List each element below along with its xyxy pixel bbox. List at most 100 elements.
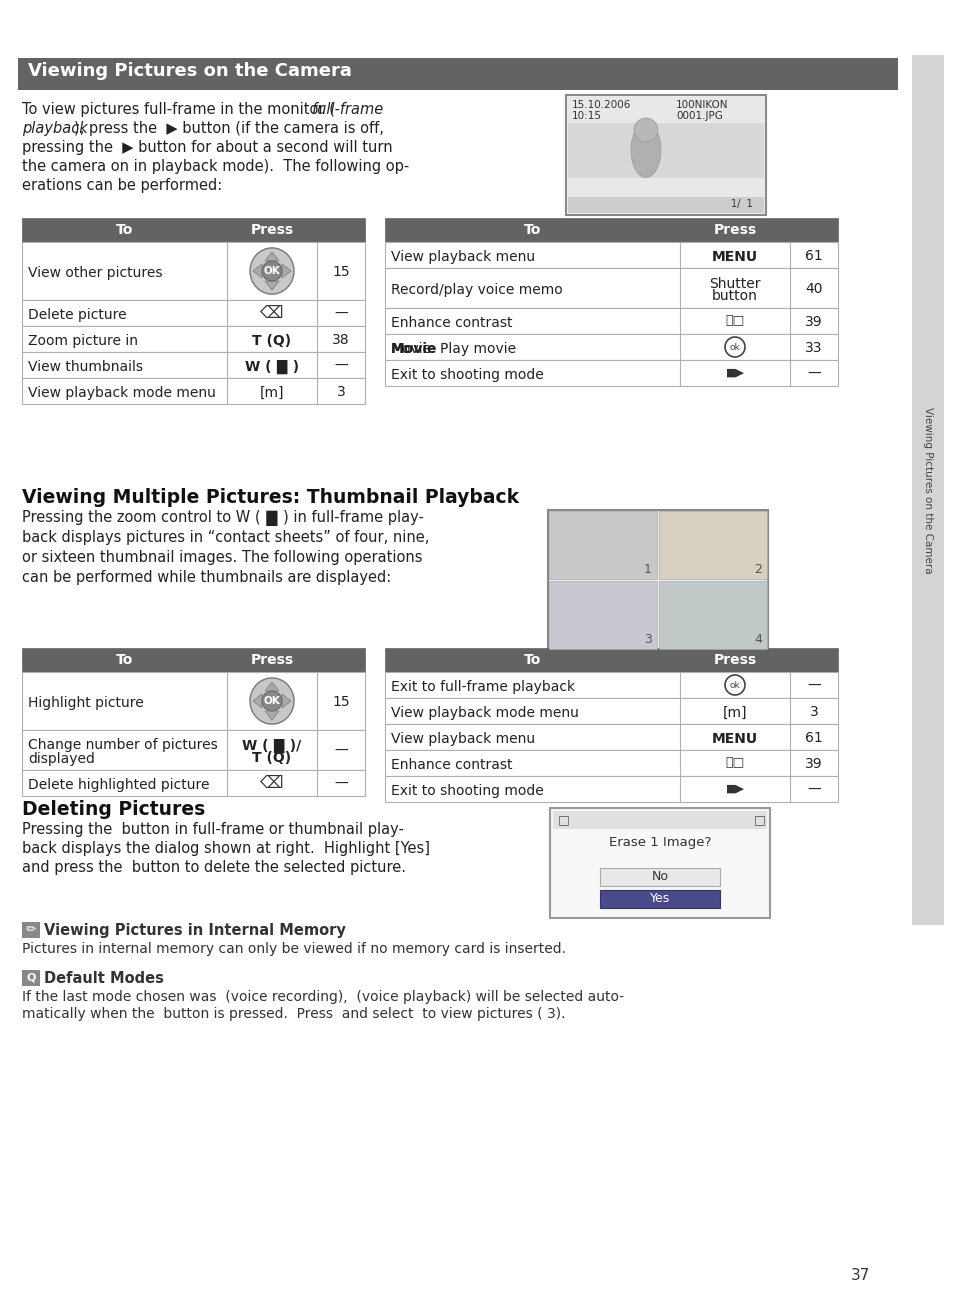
Text: 3: 3 [809,706,818,719]
Text: To view pictures full-frame in the monitor (: To view pictures full-frame in the monit… [22,102,335,117]
Text: T (Q): T (Q) [253,334,292,348]
Text: No: No [651,870,668,883]
Bar [567,197,763,213]
Bar [385,307,837,334]
Bar [553,811,766,829]
Text: View thumbnails: View thumbnails [28,360,143,374]
Text: erations can be performed:: erations can be performed: [22,177,222,193]
Text: Q: Q [27,972,35,983]
Text: Press: Press [713,653,756,668]
Bar [22,300,365,326]
Text: W (▐▌)/: W (▐▌)/ [242,738,301,753]
Text: 0001.JPG: 0001.JPG [676,110,722,121]
Bar [22,671,365,731]
Ellipse shape [250,248,294,294]
Text: View playback mode menu: View playback mode menu [28,386,215,399]
Bar [385,724,837,750]
Bar [385,777,837,802]
Text: 100NIKON: 100NIKON [676,100,728,110]
Text: W (▐▌): W (▐▌) [245,360,298,374]
Text: Highlight picture: Highlight picture [28,696,144,710]
Bar [567,124,763,177]
Text: —: — [334,777,348,791]
Text: 3: 3 [336,385,345,399]
Text: displayed: displayed [28,752,94,766]
Bar [18,58,897,89]
Text: T (Q): T (Q) [253,752,292,766]
Text: —: — [334,307,348,321]
Text: Press: Press [251,653,294,668]
Polygon shape [265,682,278,691]
Text: ■▶: ■▶ [724,784,743,794]
Text: ■▶: ■▶ [724,368,743,378]
Text: Pressing the  button in full-frame or thumbnail play-: Pressing the button in full-frame or thu… [22,823,403,837]
Text: Press: Press [251,223,294,237]
Bar [385,242,837,268]
Text: Viewing Pictures on the Camera: Viewing Pictures on the Camera [28,62,352,80]
Text: Default Modes: Default Modes [44,971,164,986]
Bar [385,671,837,698]
Text: 39: 39 [804,757,821,771]
Text: 1: 1 [643,562,651,576]
Text: —: — [806,783,820,798]
Bar [385,268,837,307]
Text: To: To [523,653,540,668]
Text: ✏: ✏ [26,924,36,937]
Text: —: — [334,744,348,758]
Text: Press: Press [713,223,756,237]
Text: matically when the  button is pressed.  Press  and select  to view pictures ( 3): matically when the button is pressed. Pr… [22,1007,565,1021]
Text: ⬛□: ⬛□ [724,314,744,327]
Text: If the last mode chosen was  (voice recording),  (voice playback) will be select: If the last mode chosen was (voice recor… [22,989,623,1004]
Bar [548,581,657,649]
Polygon shape [282,264,291,279]
Text: View playback mode menu: View playback mode menu [391,706,578,720]
Text: Viewing Multiple Pictures: Thumbnail Playback: Viewing Multiple Pictures: Thumbnail Pla… [22,487,518,507]
Bar [547,510,767,650]
Bar [659,511,766,579]
Text: 2: 2 [753,562,761,576]
Text: Yes: Yes [649,892,669,905]
Text: 1/  1: 1/ 1 [730,198,752,209]
Text: OK: OK [263,265,280,276]
Bar [22,922,40,938]
Text: Exit to full-frame playback: Exit to full-frame playback [391,681,575,694]
Polygon shape [253,264,262,279]
Text: Delete highlighted picture: Delete highlighted picture [28,778,210,792]
Text: MENU: MENU [711,250,758,264]
Text: button: button [711,289,757,304]
Polygon shape [282,694,291,708]
Text: 38: 38 [332,332,350,347]
Text: : Play movie: : Play movie [431,342,516,356]
Text: the camera on in playback mode).  The following op-: the camera on in playback mode). The fol… [22,159,409,173]
Text: pressing the  ▶ button for about a second will turn: pressing the ▶ button for about a second… [22,141,393,155]
Text: playback: playback [22,121,88,137]
Text: Pressing the zoom control to W (▐▌) in full-frame play-: Pressing the zoom control to W (▐▌) in f… [22,510,423,526]
Text: can be performed while thumbnails are displayed:: can be performed while thumbnails are di… [22,570,391,585]
Bar [659,581,766,649]
Bar [385,698,837,724]
Bar [22,378,365,403]
Bar [385,334,837,360]
Bar [385,750,837,777]
Bar [22,770,365,796]
Bar [548,511,657,579]
Circle shape [262,261,281,281]
Text: Deleting Pictures: Deleting Pictures [22,800,205,819]
Text: Movie: Movie [391,342,437,356]
Text: View other pictures: View other pictures [28,265,162,280]
Text: Exit to shooting mode: Exit to shooting mode [391,784,543,798]
Circle shape [262,691,281,711]
Bar [22,242,365,300]
Text: full-frame: full-frame [312,102,383,117]
Text: —: — [806,367,820,381]
Bar [385,360,837,386]
Text: 33: 33 [804,342,821,355]
Text: To: To [115,223,133,237]
Text: To: To [115,653,133,668]
Text: 39: 39 [804,315,821,328]
Text: □: □ [558,813,569,827]
Text: Erase 1 Image?: Erase 1 Image? [608,836,710,849]
Text: —: — [806,679,820,692]
Text: Enhance contrast: Enhance contrast [391,758,512,773]
Ellipse shape [250,678,294,724]
